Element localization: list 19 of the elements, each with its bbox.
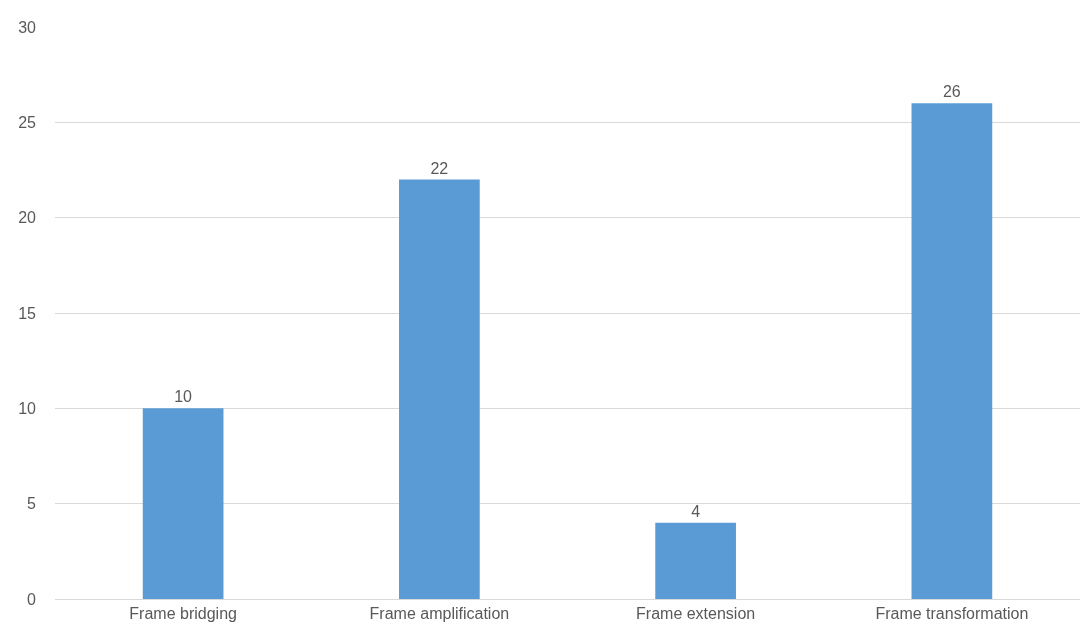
y-tick-label: 5: [27, 495, 37, 513]
data-label: 26: [942, 83, 961, 101]
data-label: 22: [430, 159, 449, 177]
y-tick-label: 25: [18, 113, 37, 131]
y-tick-label: 0: [27, 590, 37, 608]
x-tick-label: Frame amplification: [369, 605, 510, 623]
x-tick-label: Frame transformation: [875, 605, 1029, 623]
x-tick-label: Frame bridging: [129, 605, 237, 623]
y-tick-label: 15: [18, 304, 37, 322]
y-tick-label: 10: [18, 399, 37, 417]
bar: [142, 408, 224, 599]
y-tick-label: 30: [18, 18, 37, 36]
bar: [399, 179, 480, 599]
data-label: 10: [174, 388, 193, 406]
bar: [911, 103, 993, 599]
y-tick-label: 20: [18, 209, 37, 227]
bar: [655, 522, 736, 599]
data-label: 4: [691, 502, 701, 520]
x-tick-label: Frame extension: [636, 605, 756, 623]
